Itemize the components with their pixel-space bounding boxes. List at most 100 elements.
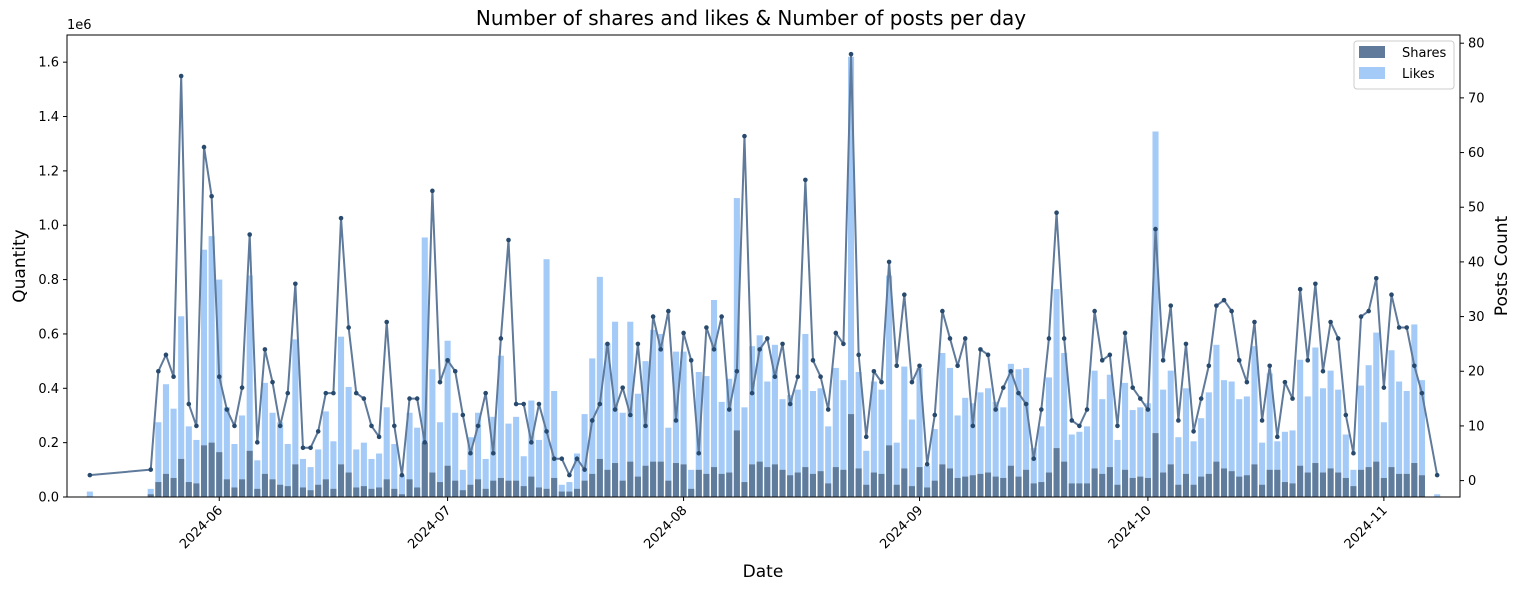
posts-point — [163, 352, 169, 358]
shares-bar — [1076, 483, 1083, 497]
shares-bar — [1327, 468, 1334, 497]
posts-point — [1358, 314, 1364, 319]
shares-bar — [1030, 483, 1037, 497]
likes-bar — [1335, 389, 1342, 497]
likes-bar — [368, 458, 375, 497]
shares-bar — [1152, 433, 1159, 497]
y-tick-label: 1.6 — [38, 56, 59, 71]
shares-bar — [627, 461, 634, 497]
likes-bar — [931, 429, 938, 497]
shares-bar — [254, 488, 261, 497]
shares-bar — [1122, 469, 1129, 497]
posts-point — [1153, 226, 1158, 232]
posts-point — [589, 418, 595, 423]
likes-bar — [787, 395, 794, 497]
shares-bar — [619, 480, 626, 497]
shares-bar — [1007, 465, 1014, 497]
y2-tick-label: 60 — [1468, 146, 1485, 161]
posts-point — [300, 445, 306, 451]
likes-bar — [307, 467, 314, 497]
posts-point — [1145, 407, 1151, 412]
posts-point — [719, 314, 724, 319]
shares-bar — [1411, 463, 1418, 497]
likes-bar — [1319, 388, 1327, 497]
likes-bar — [1342, 434, 1349, 497]
shares-bar — [939, 464, 946, 497]
shares-bar — [475, 479, 482, 497]
likes-bar — [1312, 347, 1319, 497]
shares-bar — [1357, 469, 1365, 497]
posts-point — [635, 341, 641, 347]
shares-bar — [231, 487, 238, 497]
posts-point — [924, 461, 930, 467]
posts-point — [993, 407, 998, 412]
shares-bar — [391, 488, 398, 497]
likes-bar — [398, 475, 405, 497]
likes-bar — [1198, 418, 1205, 497]
likes-bar — [1281, 431, 1288, 497]
shares-bar — [1220, 468, 1228, 497]
likes-bar — [1228, 381, 1235, 497]
posts-point — [1069, 418, 1075, 423]
likes-bar — [1152, 131, 1159, 497]
likes-bar — [513, 416, 520, 497]
plot-frame — [66, 34, 1461, 498]
likes-bar — [482, 458, 489, 497]
likes-bar — [1167, 370, 1174, 497]
posts-point — [536, 401, 542, 407]
shares-bar — [726, 472, 733, 497]
shares-bar — [246, 450, 253, 497]
shares-bar — [307, 490, 314, 497]
shares-bar — [558, 491, 565, 497]
likes-bar — [360, 442, 367, 497]
y-tick-label: 0.2 — [38, 436, 59, 451]
posts-point — [673, 418, 679, 423]
y-axis-right: 0 10 20 30 40 50 60 70 80 — [1460, 37, 1485, 489]
shares-bar — [924, 487, 931, 497]
y2-tick-label: 70 — [1468, 91, 1485, 106]
likes-bar — [870, 381, 877, 497]
shares-bar — [992, 476, 999, 497]
likes-bar — [185, 426, 192, 497]
likes-bar — [901, 366, 908, 497]
shares-bar — [383, 479, 390, 497]
shares-bar — [1274, 469, 1281, 497]
shares-bar — [870, 472, 877, 497]
shares-bar — [155, 482, 162, 497]
likes-bar — [1403, 391, 1410, 497]
likes-bar — [528, 400, 535, 497]
shares-bar — [1023, 469, 1030, 497]
shares-bar — [596, 458, 603, 497]
likes-bar — [330, 441, 337, 497]
posts-point — [407, 396, 412, 401]
likes-bar — [1099, 399, 1106, 497]
likes-bars — [86, 56, 1441, 497]
y2-tick-label: 0 — [1468, 474, 1476, 489]
legend-label-shares: Shares — [1402, 46, 1447, 61]
shares-bar — [1213, 461, 1220, 497]
shares-bar — [406, 479, 413, 497]
posts-point — [848, 51, 854, 57]
posts-line — [87, 51, 1440, 478]
x-axis: 2024-06 2024-07 2024-08 2024-09 2024-10 2024-… — [177, 497, 1391, 552]
likes-bar — [916, 367, 923, 497]
shares-bar — [771, 464, 778, 497]
shares-bar — [239, 479, 246, 497]
y2-axis-title: Posts Count — [1492, 216, 1512, 317]
likes-bar — [886, 275, 893, 497]
shares-bar — [779, 469, 786, 497]
shares-bar — [612, 463, 619, 497]
x-tick-label: 2024-07 — [405, 503, 454, 552]
shares-bar — [292, 464, 299, 497]
posts-point — [650, 314, 656, 319]
shares-bar — [589, 473, 596, 497]
likes-bar — [1205, 392, 1212, 497]
likes-bar — [1243, 396, 1250, 497]
posts-point — [277, 423, 283, 429]
posts-point — [422, 440, 428, 445]
likes-bar — [741, 407, 748, 497]
posts-point — [255, 440, 260, 445]
posts-point — [856, 352, 861, 358]
posts-point — [414, 396, 420, 401]
posts-point — [437, 379, 443, 385]
